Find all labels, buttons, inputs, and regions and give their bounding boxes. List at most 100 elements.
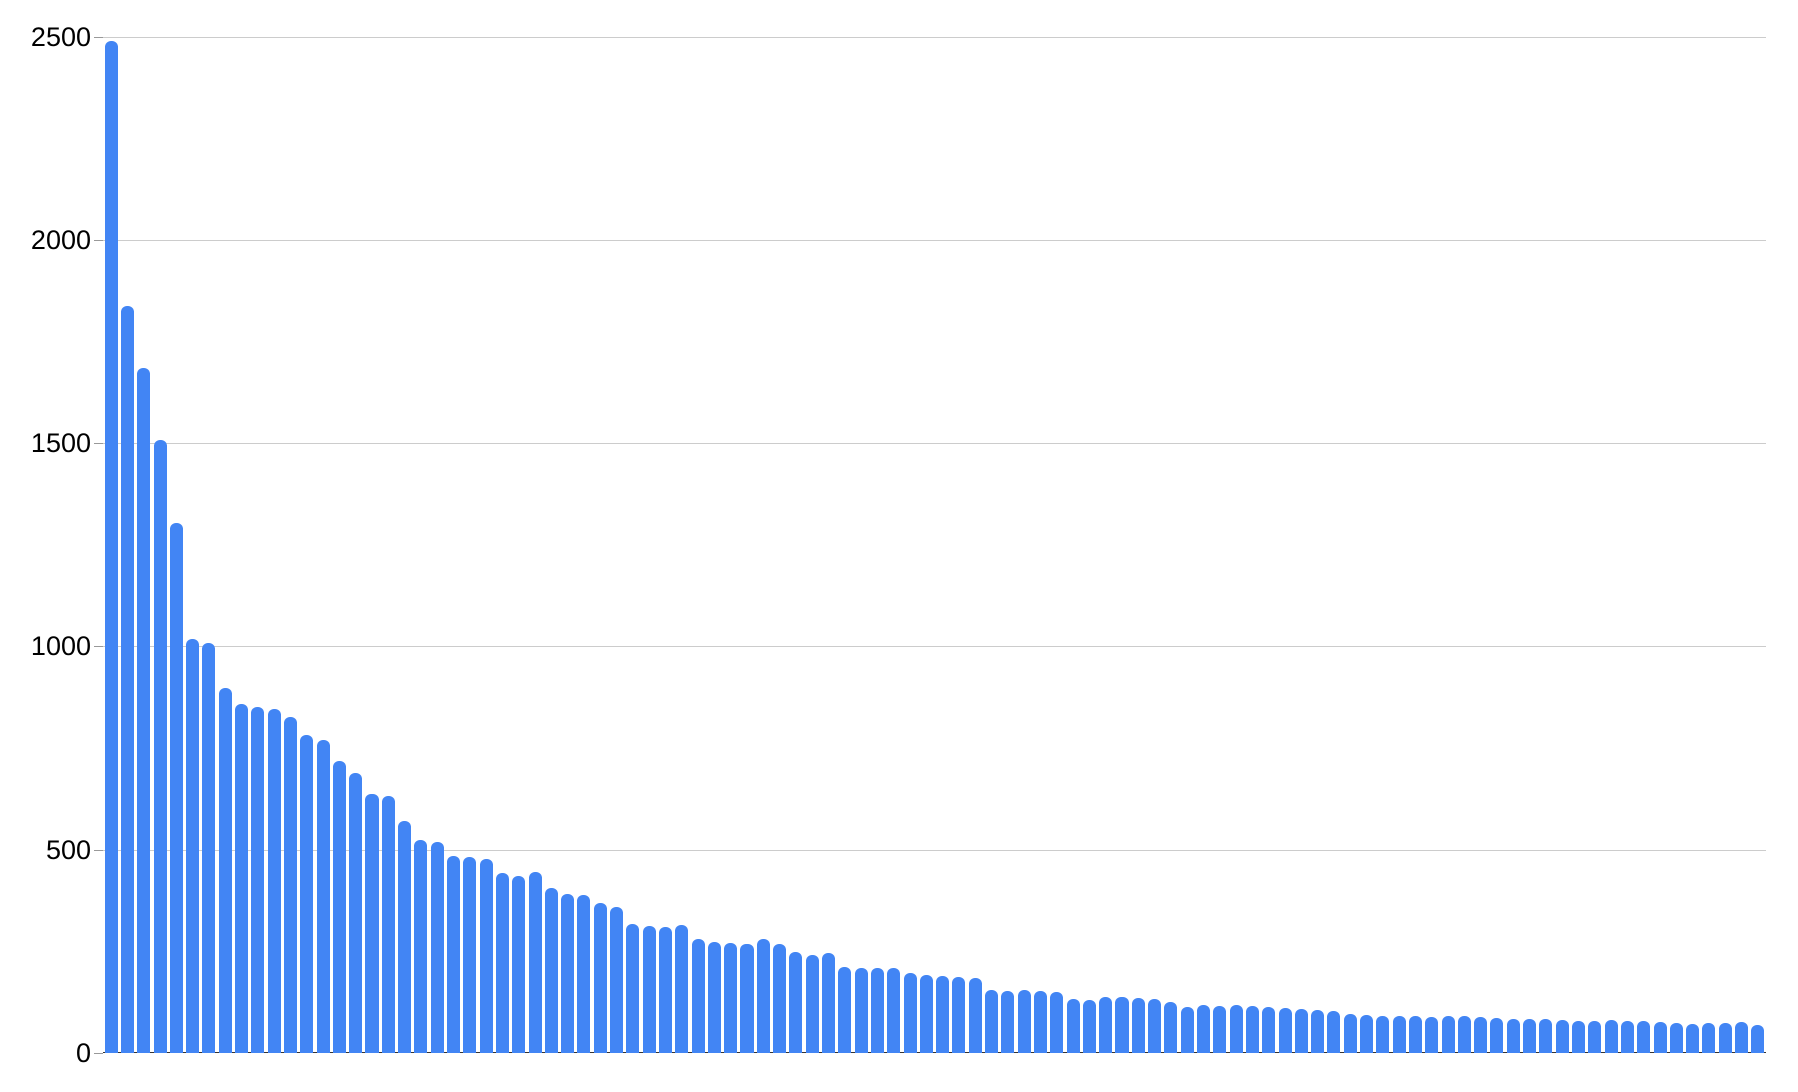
bar[interactable] xyxy=(658,927,672,1053)
bar[interactable] xyxy=(1196,1005,1211,1053)
bar[interactable] xyxy=(838,966,852,1053)
bar[interactable] xyxy=(300,735,314,1053)
bar[interactable] xyxy=(1686,1023,1700,1053)
bar[interactable] xyxy=(561,894,575,1053)
bar[interactable] xyxy=(1637,1021,1651,1053)
bar[interactable] xyxy=(251,707,265,1053)
bar[interactable] xyxy=(512,875,526,1053)
bar[interactable] xyxy=(1050,991,1064,1053)
bar[interactable] xyxy=(153,440,167,1053)
bar[interactable] xyxy=(1311,1009,1325,1053)
bar[interactable] xyxy=(610,906,624,1053)
bar[interactable] xyxy=(1164,1001,1178,1053)
bar[interactable] xyxy=(887,967,901,1053)
bar[interactable] xyxy=(642,926,656,1053)
bar[interactable] xyxy=(1278,1008,1292,1053)
bar[interactable] xyxy=(495,872,509,1053)
bar[interactable] xyxy=(137,368,151,1053)
bar[interactable] xyxy=(756,939,770,1053)
bar[interactable] xyxy=(593,902,607,1053)
bar[interactable] xyxy=(349,773,363,1053)
bar[interactable] xyxy=(724,942,738,1053)
bar[interactable] xyxy=(283,716,297,1053)
bar[interactable] xyxy=(1327,1010,1341,1053)
bar[interactable] xyxy=(169,523,183,1053)
bar[interactable] xyxy=(1735,1022,1749,1053)
bar[interactable] xyxy=(381,795,395,1053)
bar[interactable] xyxy=(1555,1019,1569,1053)
bar[interactable] xyxy=(1180,1007,1194,1053)
bar[interactable] xyxy=(104,41,118,1053)
bar[interactable] xyxy=(1376,1015,1390,1053)
bar[interactable] xyxy=(186,639,200,1053)
bar[interactable] xyxy=(1571,1020,1585,1053)
bar[interactable] xyxy=(1001,991,1015,1053)
bar[interactable] xyxy=(1213,1005,1227,1053)
bar[interactable] xyxy=(479,858,493,1053)
bar[interactable] xyxy=(805,955,819,1053)
bar[interactable] xyxy=(1392,1016,1406,1053)
bar[interactable] xyxy=(447,855,461,1053)
bar[interactable] xyxy=(544,888,558,1053)
bar[interactable] xyxy=(1131,998,1145,1053)
bar[interactable] xyxy=(365,794,379,1053)
bar[interactable] xyxy=(1148,998,1162,1053)
bar[interactable] xyxy=(952,976,966,1053)
bar[interactable] xyxy=(528,872,542,1053)
bar[interactable] xyxy=(1653,1022,1667,1053)
bar[interactable] xyxy=(1425,1017,1439,1053)
bar[interactable] xyxy=(968,978,982,1053)
bar[interactable] xyxy=(1669,1022,1683,1053)
bar[interactable] xyxy=(577,894,591,1053)
bar[interactable] xyxy=(1718,1023,1732,1053)
bar[interactable] xyxy=(740,944,754,1053)
bar[interactable] xyxy=(822,952,836,1053)
bar[interactable] xyxy=(202,642,216,1053)
bar[interactable] xyxy=(1408,1015,1422,1053)
bar[interactable] xyxy=(1343,1014,1357,1053)
bar[interactable] xyxy=(1702,1022,1716,1053)
bar[interactable] xyxy=(414,840,428,1053)
bar[interactable] xyxy=(1523,1019,1537,1053)
bar[interactable] xyxy=(985,989,999,1053)
bar[interactable] xyxy=(1441,1016,1455,1053)
bar[interactable] xyxy=(870,968,884,1053)
bar[interactable] xyxy=(332,761,346,1053)
bar[interactable] xyxy=(1539,1018,1553,1053)
bar[interactable] xyxy=(235,703,249,1053)
bar[interactable] xyxy=(1294,1009,1308,1053)
bar[interactable] xyxy=(463,857,477,1053)
bar[interactable] xyxy=(854,968,868,1053)
bar[interactable] xyxy=(1099,996,1113,1053)
bar[interactable] xyxy=(675,924,689,1053)
bar[interactable] xyxy=(1588,1020,1602,1053)
bar[interactable] xyxy=(626,923,640,1053)
bar[interactable] xyxy=(707,942,721,1053)
bar[interactable] xyxy=(316,740,330,1053)
bar[interactable] xyxy=(1620,1020,1634,1053)
bar[interactable] xyxy=(1751,1024,1765,1053)
bar[interactable] xyxy=(1115,996,1129,1053)
bar[interactable] xyxy=(1457,1016,1471,1053)
bar[interactable] xyxy=(1245,1006,1259,1053)
bar[interactable] xyxy=(1604,1019,1618,1053)
bar[interactable] xyxy=(1017,990,1031,1053)
bar[interactable] xyxy=(1262,1007,1276,1053)
bar[interactable] xyxy=(218,688,232,1053)
bar[interactable] xyxy=(120,306,134,1053)
bar[interactable] xyxy=(1229,1005,1243,1053)
bar[interactable] xyxy=(398,821,412,1053)
bar[interactable] xyxy=(1066,999,1080,1053)
bar[interactable] xyxy=(919,974,933,1053)
bar[interactable] xyxy=(1033,991,1047,1053)
bar[interactable] xyxy=(773,943,787,1053)
bar[interactable] xyxy=(903,973,917,1053)
bar[interactable] xyxy=(936,975,950,1053)
bar[interactable] xyxy=(691,939,705,1053)
bar[interactable] xyxy=(789,952,803,1053)
bar[interactable] xyxy=(1360,1014,1374,1053)
bar[interactable] xyxy=(1082,1000,1096,1053)
bar[interactable] xyxy=(1474,1017,1488,1053)
bar[interactable] xyxy=(430,841,444,1053)
bar[interactable] xyxy=(1506,1018,1520,1053)
